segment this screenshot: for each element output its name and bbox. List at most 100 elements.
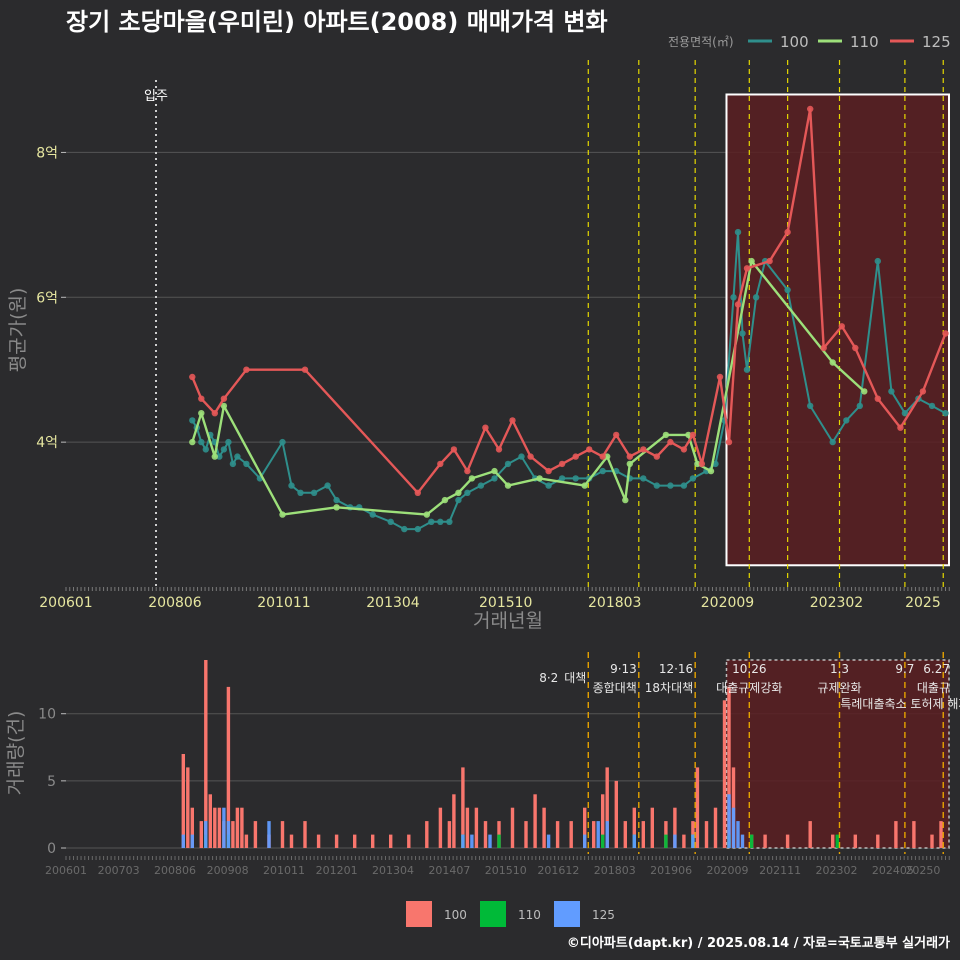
series-point-125 xyxy=(613,431,620,439)
y-axis-title: 평균가(원) xyxy=(7,288,29,373)
volume-bar-100 xyxy=(641,821,645,848)
volume-bar-100 xyxy=(664,821,668,848)
series-point-110 xyxy=(333,504,340,511)
series-point-100 xyxy=(518,453,525,460)
volume-bar-125 xyxy=(546,834,551,848)
volume-bar-100 xyxy=(186,767,190,848)
series-point-100 xyxy=(667,482,674,489)
volume-bar-100 xyxy=(682,834,686,848)
series-point-100 xyxy=(942,410,949,417)
move-in-label: 입주 xyxy=(144,89,168,104)
series-point-110 xyxy=(861,388,868,395)
volume-y-tick-label: 10 xyxy=(38,707,56,723)
series-point-100 xyxy=(504,460,512,468)
series-point-100 xyxy=(752,294,760,301)
volume-x-tick-label: 202111 xyxy=(759,864,801,877)
volume-bar-100 xyxy=(623,821,627,848)
bar-legend-label-125: 125 xyxy=(592,908,615,922)
x-tick-label: 202302 xyxy=(810,595,863,611)
volume-bar-100 xyxy=(240,807,244,848)
volume-y-tick-label: 0 xyxy=(47,841,56,857)
volume-bar-100 xyxy=(569,821,573,848)
volume-highlight-region xyxy=(725,659,950,849)
series-point-100 xyxy=(477,482,485,489)
volume-bar-125 xyxy=(190,834,194,848)
series-point-125 xyxy=(495,446,503,453)
policy-name-label: 특례대출축소 토허제 해제 xyxy=(840,697,960,711)
series-point-110 xyxy=(604,453,611,460)
series-point-100 xyxy=(310,489,318,496)
volume-y-axis-title: 거래량(건) xyxy=(5,711,27,796)
series-point-110 xyxy=(504,482,512,489)
legend-title: 전용면적(㎡) xyxy=(668,35,734,49)
volume-bar-100 xyxy=(353,834,357,848)
series-point-125 xyxy=(725,438,733,446)
credit-text: ©디아파트(dapt.kr) / 2025.08.14 / 자료=국토교통부 실… xyxy=(567,935,950,951)
series-point-100 xyxy=(428,518,435,525)
policy-name-label: 대책 xyxy=(564,670,586,685)
volume-bar-110 xyxy=(835,834,839,848)
series-point-100 xyxy=(189,417,196,424)
series-point-100 xyxy=(446,518,453,525)
series-point-100 xyxy=(689,475,697,482)
series-point-125 xyxy=(198,395,205,402)
series-point-110 xyxy=(829,359,836,366)
volume-bar-100 xyxy=(673,807,677,848)
series-point-110 xyxy=(423,511,430,518)
series-point-110 xyxy=(694,460,701,468)
volume-bar-100 xyxy=(894,821,898,848)
volume-x-tick-label: 201612 xyxy=(537,864,579,877)
price-x-ticks: 200601 200806 201011 201304 201510 201803 2020… xyxy=(39,595,940,611)
policy-name-label: 18차대책 xyxy=(645,680,693,695)
volume-x-tick-label: 202009 xyxy=(706,864,748,877)
volume-bar-100 xyxy=(831,834,835,848)
volume-x-tick-label: 201011 xyxy=(263,864,305,877)
series-point-125 xyxy=(689,431,697,439)
series-point-100 xyxy=(225,438,232,446)
series-point-125 xyxy=(509,417,516,424)
series-point-100 xyxy=(558,475,566,482)
legend: 전용면적(㎡) 100 110 125 xyxy=(668,33,951,51)
series-point-110 xyxy=(622,496,629,504)
volume-bar-100 xyxy=(483,821,488,848)
series-point-125 xyxy=(784,228,791,236)
series-point-125 xyxy=(807,105,814,113)
series-point-100 xyxy=(401,525,408,533)
volume-bar-100 xyxy=(722,700,727,848)
series-point-125 xyxy=(820,344,827,352)
volume-y-ticks: 0 5 10 xyxy=(38,707,66,857)
volume-bar-100 xyxy=(808,821,812,848)
volume-bar-100 xyxy=(226,686,231,848)
volume-x-tick-label: 201304 xyxy=(372,864,414,877)
policy-name-label: 종합대책 xyxy=(593,680,637,695)
volume-bar-100 xyxy=(371,834,375,848)
series-point-100 xyxy=(572,475,579,482)
volume-bar-100 xyxy=(524,821,528,848)
policy-date-label: 9·13 xyxy=(610,662,637,676)
volume-bar-125 xyxy=(740,834,745,848)
series-point-110 xyxy=(211,453,218,460)
volume-bar-100 xyxy=(763,834,767,848)
policy-lines xyxy=(587,60,944,587)
series-point-100 xyxy=(234,453,241,460)
policy-date-label: 9.7 xyxy=(895,662,914,676)
volume-bar-100 xyxy=(912,821,916,848)
volume-x-tick-label: 201803 xyxy=(594,864,636,877)
x-tick-label: 201510 xyxy=(479,595,532,611)
series-point-110 xyxy=(626,460,633,468)
legend-label-125: 125 xyxy=(922,33,951,51)
y-tick-label: 4억 xyxy=(36,435,58,451)
series-point-100 xyxy=(369,511,376,518)
series-point-100 xyxy=(229,460,237,468)
volume-bar-125 xyxy=(470,834,474,848)
y-tick-label: 8억 xyxy=(36,145,58,161)
series-point-100 xyxy=(288,482,295,489)
bar-legend-swatch-110 xyxy=(480,901,506,927)
series-point-125 xyxy=(640,446,647,453)
policy-date-label: 12·16 xyxy=(659,662,693,676)
series-point-125 xyxy=(437,460,444,468)
bar-legend-label-100: 100 xyxy=(444,908,467,922)
series-point-100 xyxy=(216,453,223,460)
volume-bar-100 xyxy=(713,807,718,848)
series-point-125 xyxy=(919,388,927,395)
